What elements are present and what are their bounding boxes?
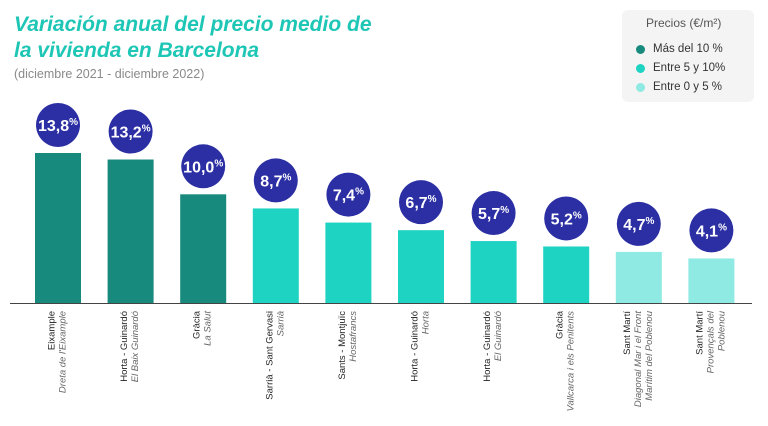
data-label: 4,1% (696, 222, 727, 240)
category-neighbourhood: El Baix Guinardó (130, 310, 141, 382)
category-neighbourhood: El Guinardó (493, 310, 504, 361)
category-neighbourhood: Provençals del (705, 310, 716, 373)
legend-label-mid: Entre 5 y 10% (653, 62, 726, 74)
bar (543, 246, 590, 303)
value-bubble (253, 158, 298, 203)
value-bubble (36, 103, 80, 147)
data-label: 8,7% (260, 172, 291, 190)
category-label: Gràcia Vallcarca i els Penitents (555, 310, 577, 411)
category-label: Eixample Dreta de l'Eixample (47, 311, 69, 393)
bar (688, 258, 735, 303)
chart-title: Variación anual del precio medio de la v… (14, 13, 372, 62)
category-label: Sant Martí Diagonal Mar i el Front Marítim… (622, 310, 655, 407)
category-label: Horta - Guinardó El Guinardó (482, 310, 504, 381)
category-label: Sants - Montjuïc Hostafrancs (337, 311, 359, 380)
category-label: Horta - Guinardó Horta (410, 311, 432, 382)
category-neighbourhood: Vallcarca i els Penitents (566, 311, 577, 412)
category-district: Eixample (47, 311, 58, 350)
category-district: Gràcia (192, 310, 203, 339)
value-bubble (326, 172, 371, 217)
value-bubble (108, 109, 153, 154)
category-neighbourhood: Dreta de l'Eixample (58, 311, 69, 393)
value-bubble (616, 201, 661, 246)
category-neighbourhood: Marítim del Poblenou (644, 310, 655, 400)
data-label: 13,2% (111, 124, 151, 142)
data-label: 5,7% (478, 205, 509, 223)
data-label: 13,8% (38, 117, 78, 135)
category-neighbourhood: Sarrià (275, 311, 286, 336)
category-neighbourhood: Diagonal Mar i el Front (633, 311, 644, 407)
legend: Precios (€/m²) Más del 10 % Entre 5 y 10… (622, 10, 754, 102)
bar (107, 159, 154, 303)
bar (470, 241, 517, 303)
category-label: Sarrià - Sant Gervasi Sarrià (264, 311, 286, 400)
legend-item-high: Más del 10 % (636, 41, 723, 57)
category-district: Horta - Guinardó (119, 311, 130, 382)
bar (252, 208, 299, 303)
legend-swatch-high (636, 44, 645, 54)
legend-swatch-low (636, 82, 645, 92)
value-bubble (544, 196, 589, 241)
bar (398, 230, 444, 303)
legend-title: Precios (€/m²) (646, 16, 722, 30)
category-district: Sants - Montjuïc (337, 311, 348, 380)
bar (35, 153, 81, 303)
category-neighbourhood: La Salut (203, 311, 214, 346)
legend-label-high: Más del 10 % (653, 43, 723, 55)
bar (615, 251, 662, 303)
category-neighbourhood: Hostafrancs (348, 311, 359, 362)
value-bubble (689, 208, 734, 253)
legend-item-mid: Entre 5 y 10% (636, 60, 725, 76)
category-district: Horta - Guinardó (410, 311, 421, 382)
category-label: Gràcia La Salut (192, 310, 214, 346)
category-district: Sant Martí (622, 311, 633, 355)
data-label: 6,7% (405, 194, 436, 212)
data-label: 5,2% (551, 210, 582, 228)
value-bubble (399, 180, 443, 225)
legend-swatch-mid (636, 63, 645, 73)
chart-subtitle: (diciembre 2021 - diciembre 2022) (14, 67, 205, 81)
category-neighbourhood: Horta (421, 311, 432, 334)
category-neighbourhood: Poblenou (716, 310, 727, 351)
category-label: Sant Martí Provençals del Poblenou (694, 310, 727, 373)
legend-item-low: Entre 0 y 5 % (636, 79, 722, 95)
category-district: Gràcia (555, 310, 566, 339)
legend-label-low: Entre 0 y 5 % (653, 81, 723, 93)
bar (325, 222, 372, 303)
category-district: Sarrià - Sant Gervasi (264, 311, 275, 400)
category-district: Sant Martí (694, 311, 705, 355)
category-label: Horta - Guinardó El Baix Guinardó (119, 310, 141, 382)
data-label: 4,7% (623, 216, 654, 234)
value-bubble (471, 191, 516, 236)
value-bubble (181, 144, 226, 189)
category-district: Horta - Guinardó (482, 311, 493, 382)
data-label: 7,4% (333, 187, 364, 205)
bar (180, 194, 227, 303)
data-label: 10,0% (183, 158, 223, 176)
